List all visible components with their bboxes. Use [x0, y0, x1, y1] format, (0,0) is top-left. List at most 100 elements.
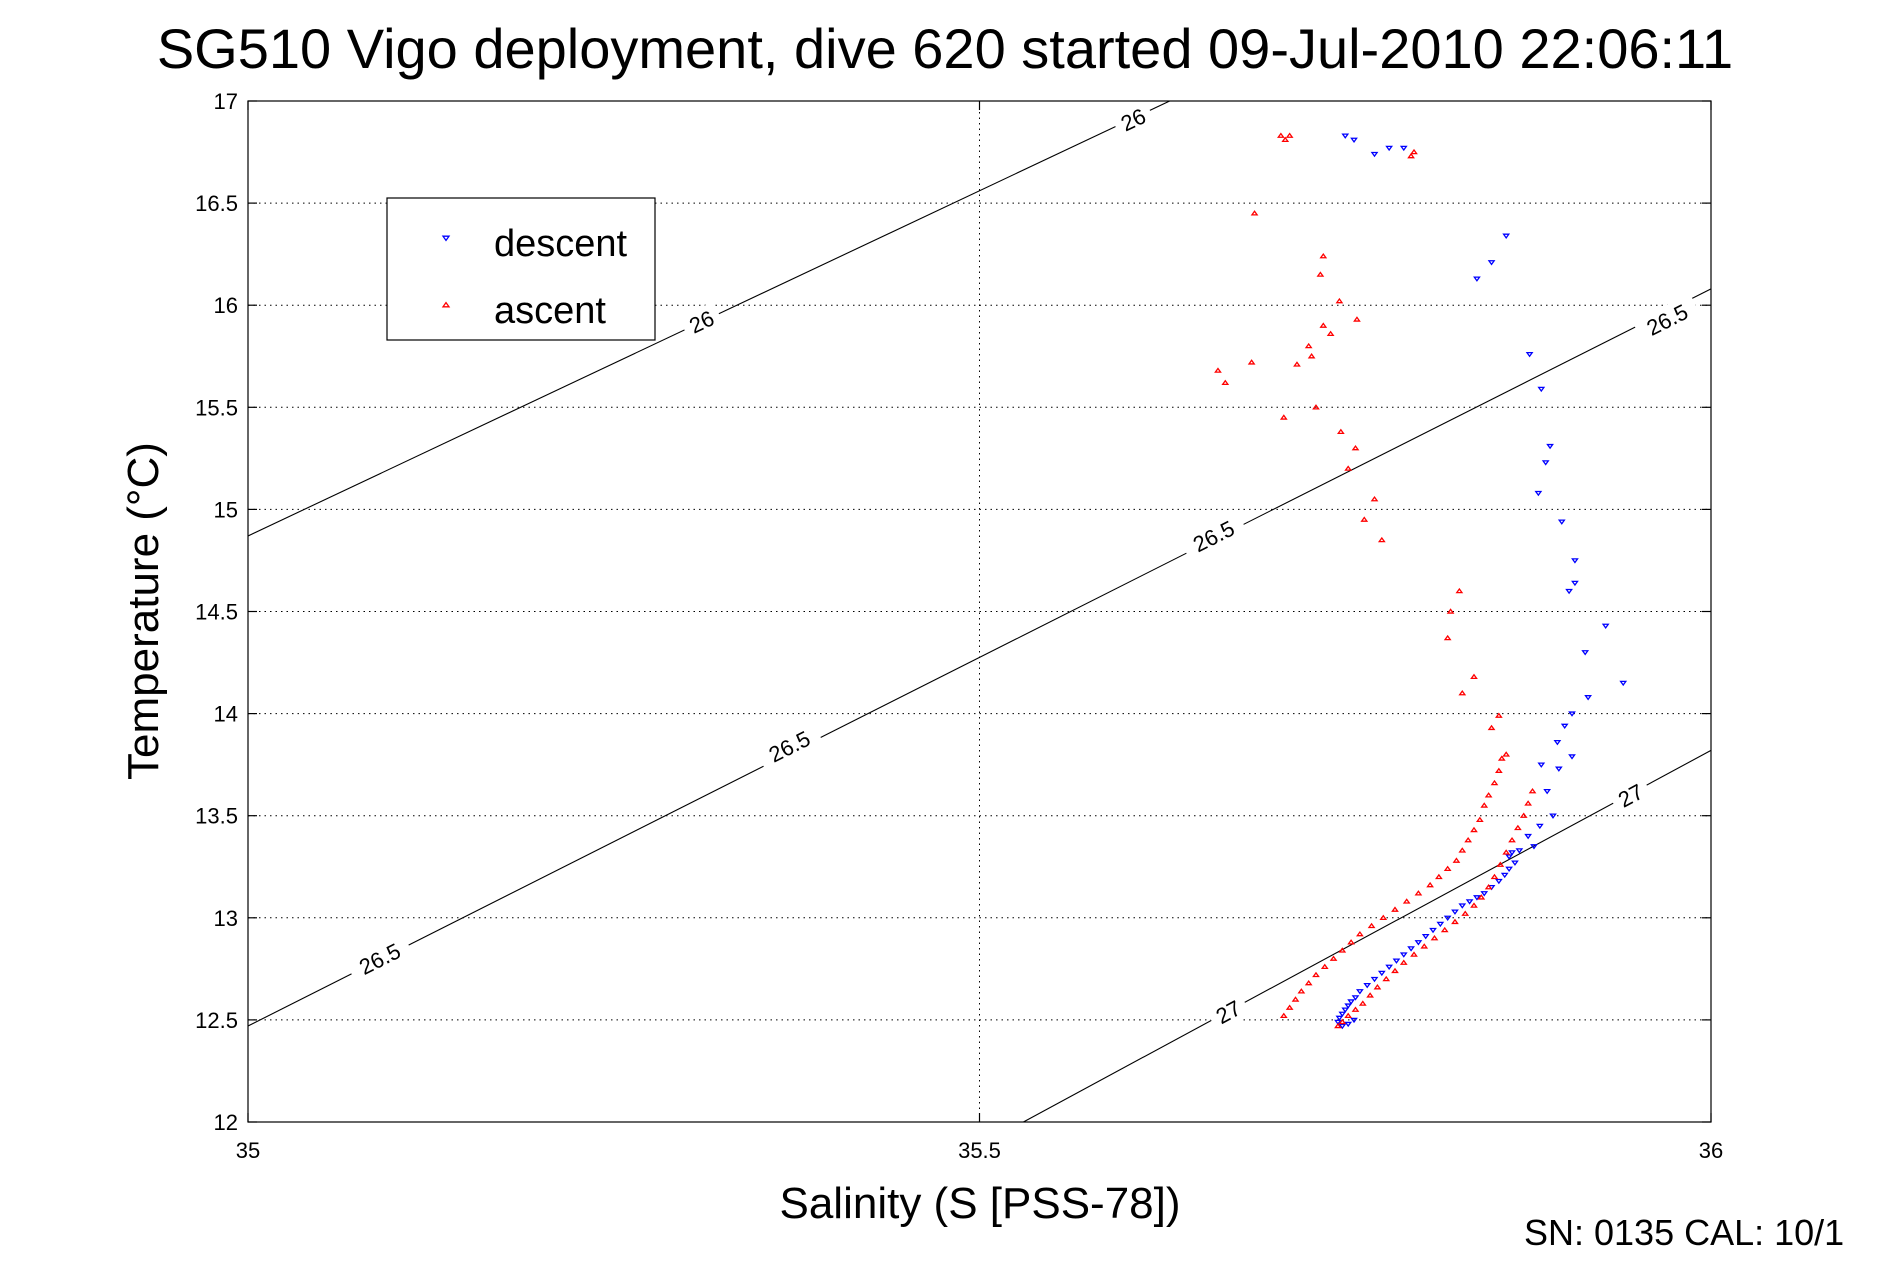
descent-point	[1341, 1007, 1350, 1013]
descent-point	[1465, 899, 1474, 905]
ascent-point	[1524, 800, 1532, 806]
contour-label-bg	[1179, 509, 1249, 562]
ascent-point	[1285, 1004, 1294, 1010]
ascent-point	[1495, 767, 1503, 773]
descent-point	[1537, 386, 1546, 393]
ascent-point	[1329, 955, 1338, 961]
x-tick-label: 35.5	[958, 1138, 1001, 1163]
ascent-point	[1344, 1012, 1353, 1019]
x-tick-label: 35	[236, 1138, 260, 1163]
x-tick-labels: 35 35.5 36	[236, 1138, 1723, 1163]
ascent-point	[1391, 906, 1399, 912]
ascent-point	[1351, 1006, 1360, 1012]
y-tick-label: 13.5	[195, 804, 238, 829]
ascent-point	[1297, 988, 1306, 994]
ascent-point	[1458, 689, 1467, 696]
ascent-point	[1291, 996, 1300, 1002]
descent-point	[1560, 723, 1569, 730]
ascent-point	[1379, 914, 1388, 921]
descent-point	[1525, 351, 1534, 358]
ascent-point	[1443, 634, 1452, 641]
ascent-point	[1426, 881, 1434, 888]
descent-point	[1392, 958, 1401, 964]
ascent-point	[1338, 947, 1347, 953]
descent-point	[1350, 1017, 1358, 1024]
ascent-point	[1470, 826, 1478, 833]
ascent-point	[1366, 992, 1374, 998]
ascent-point	[1285, 132, 1294, 138]
descent-point	[1581, 650, 1590, 656]
descent-point	[1557, 519, 1566, 525]
ascent-point	[1496, 861, 1505, 867]
descent-point	[1385, 964, 1394, 971]
y-tick-label: 16.5	[195, 191, 238, 216]
ascent-point	[1420, 943, 1429, 949]
descent-point	[1553, 739, 1562, 746]
descent-point	[1480, 891, 1489, 897]
ascent-point	[1461, 910, 1470, 916]
legend-label-ascent: ascent	[494, 290, 606, 332]
ascent-point	[1502, 751, 1511, 757]
ascent-point	[1367, 922, 1376, 929]
y-axis-label: Temperature (°C)	[119, 442, 168, 780]
ascent-point	[1356, 930, 1364, 937]
descent-point	[1458, 903, 1467, 909]
descent-point	[1524, 833, 1532, 840]
descent-point	[1549, 813, 1557, 819]
descent-point	[1341, 133, 1350, 139]
ascent-point	[1319, 252, 1328, 259]
ascent-point	[1495, 712, 1503, 718]
ascent-point	[1312, 404, 1320, 410]
descent-point	[1436, 921, 1445, 928]
ascent-point	[1514, 824, 1522, 831]
ascent-point	[1214, 367, 1222, 373]
footer-serial-calibration: SN: 0135 CAL: 10/1	[1524, 1212, 1844, 1253]
y-tick-label: 13	[214, 906, 238, 931]
descent-point	[1508, 850, 1516, 856]
descent-point	[1338, 1011, 1347, 1017]
ascent-point	[1484, 883, 1493, 890]
ascent-point	[1435, 873, 1443, 880]
contour-label-bg	[678, 301, 725, 342]
ascent-point	[1277, 132, 1285, 138]
descent-point	[1601, 623, 1610, 629]
ascent-point	[1304, 979, 1313, 986]
ascent-point	[1490, 779, 1499, 786]
ascent-point	[1410, 951, 1418, 957]
ascent-point	[1351, 444, 1360, 451]
contour-label-bg	[754, 720, 824, 773]
ascent-point	[1470, 902, 1478, 908]
y-tick-label: 14.5	[195, 600, 238, 625]
descent-point	[1546, 443, 1554, 450]
contour-line	[1023, 749, 1712, 1123]
descent-point	[1554, 766, 1563, 772]
y-tick-label: 17	[214, 89, 238, 114]
y-tick-label: 14	[214, 702, 238, 727]
legend-marker-descent	[441, 235, 451, 242]
ascent-point	[1293, 361, 1301, 367]
x-axis-label: Salinity (S [PSS-78])	[779, 1179, 1180, 1228]
descent-point	[1356, 989, 1364, 995]
series-ascent	[1214, 132, 1537, 1029]
descent-point	[1370, 976, 1379, 983]
descent-point	[1535, 823, 1544, 830]
ascent-point	[1353, 316, 1361, 322]
ascent-point	[1470, 673, 1478, 680]
ascent-point	[1360, 516, 1369, 522]
chart-title: SG510 Vigo deployment, dive 620 started …	[157, 17, 1733, 80]
descent-point	[1568, 711, 1576, 717]
descent-point	[1537, 762, 1546, 768]
ascent-point	[1414, 890, 1423, 896]
legend-marker-ascent-glyph	[441, 301, 451, 308]
legend-label-descent: descent	[494, 223, 628, 265]
descent-point	[1568, 754, 1576, 760]
contour-label-bg	[1110, 99, 1156, 140]
ascent-point	[1344, 465, 1353, 471]
ascent-point	[1440, 926, 1449, 933]
descent-point	[1399, 145, 1408, 152]
ascent-point	[1334, 1022, 1342, 1029]
ascent-point	[1391, 967, 1399, 974]
ascent-point	[1304, 342, 1313, 349]
descent-point	[1344, 1021, 1353, 1028]
